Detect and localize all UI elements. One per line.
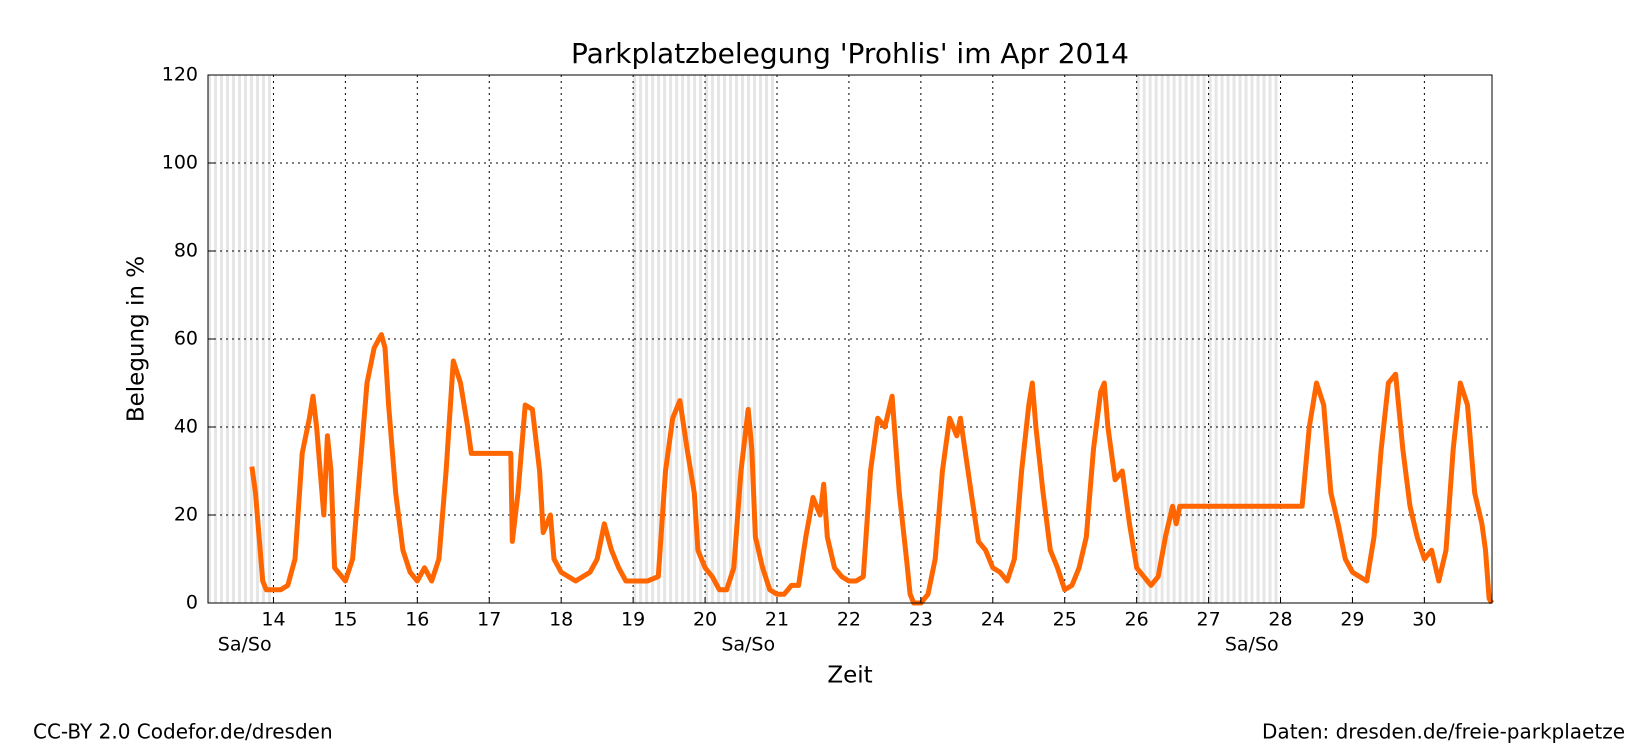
- footer-right: Daten: dresden.de/freie-parkplaetze: [1262, 720, 1625, 744]
- x-tick-label: 28: [1268, 609, 1292, 631]
- data-lines: [249, 332, 1495, 606]
- weekend-label: Sa/So: [218, 634, 272, 656]
- x-tick-label: 16: [405, 609, 429, 631]
- y-tick-label: 120: [162, 64, 198, 86]
- x-tick-label: 22: [837, 609, 861, 631]
- y-tick-label: 80: [174, 240, 198, 262]
- chart-title: Parkplatzbelegung 'Prohlis' im Apr 2014: [571, 37, 1129, 70]
- y-tick-label: 20: [174, 504, 198, 526]
- x-tick-label: 20: [693, 609, 717, 631]
- y-axis-label: Belegung in %: [124, 256, 150, 422]
- y-tick-label: 40: [174, 416, 198, 438]
- x-tick-label: 17: [477, 609, 501, 631]
- x-tick-label: 29: [1340, 609, 1364, 631]
- y-tick-label: 0: [186, 592, 198, 614]
- x-tick-label: 14: [261, 609, 285, 631]
- x-tick-label: 15: [333, 609, 357, 631]
- y-tick-label: 60: [174, 328, 198, 350]
- weekend-label: Sa/So: [721, 634, 775, 656]
- x-tick-label: 18: [549, 609, 573, 631]
- x-tick-label: 21: [765, 609, 789, 631]
- x-tick-label: 25: [1053, 609, 1077, 631]
- weekend-label: Sa/So: [1225, 634, 1279, 656]
- x-tick-label: 30: [1412, 609, 1436, 631]
- x-tick-label: 19: [621, 609, 645, 631]
- x-axis-label: Zeit: [827, 663, 872, 689]
- x-tick-label: 23: [909, 609, 933, 631]
- x-tick-label: 26: [1125, 609, 1149, 631]
- footer-left: CC-BY 2.0 Codefor.de/dresden: [33, 720, 333, 744]
- x-tick-label: 27: [1196, 609, 1220, 631]
- x-tick-label: 24: [981, 609, 1005, 631]
- y-tick-label: 100: [162, 152, 198, 174]
- data-line: [249, 332, 1495, 606]
